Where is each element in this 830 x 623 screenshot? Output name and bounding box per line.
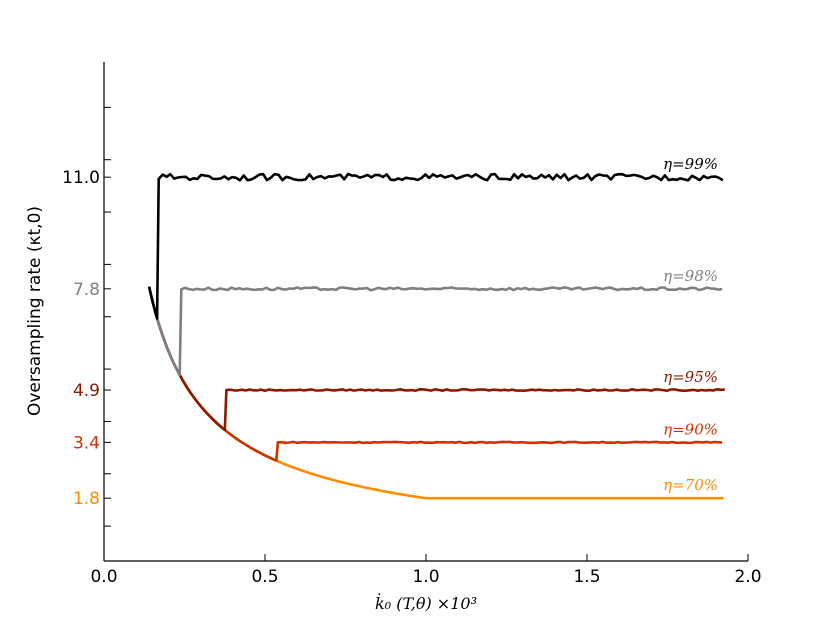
x-ticks: 0.0 0.5 1.0 1.5 2.0 (90, 554, 762, 587)
y-tick-label: 7.8 (73, 280, 100, 300)
y-tick-label: 4.9 (73, 381, 100, 401)
axes (103, 62, 748, 562)
series-line (147, 286, 723, 462)
x-tick-label: 1.5 (573, 567, 600, 587)
x-tick-label: 0.5 (251, 567, 278, 587)
plot-area (147, 172, 725, 500)
series-line (147, 286, 723, 377)
series-line (147, 286, 724, 500)
x-tick-label: 1.0 (412, 567, 439, 587)
y-tick-label: 11.0 (62, 168, 100, 188)
y-tick-label: 1.8 (73, 489, 100, 509)
series-label: η=98% (663, 267, 718, 285)
series-line (147, 172, 724, 320)
x-tick-label: 0.0 (90, 567, 117, 587)
series-labels: η=70% η=90% η=95% η=98% η=99% (663, 155, 718, 494)
series-label: η=90% (663, 420, 718, 438)
series-line (147, 286, 725, 432)
y-ticks: 11.0 7.8 4.9 3.4 1.8 (62, 106, 111, 527)
series-label: η=95% (663, 368, 718, 386)
y-tick-label: 3.4 (73, 433, 100, 453)
x-tick-label: 2.0 (734, 567, 761, 587)
series-label: η=70% (663, 476, 718, 494)
x-axis-title: k̇₀ (T,θ) ×10³ (375, 593, 477, 613)
series-label: η=99% (663, 155, 718, 173)
y-axis-title: Oversampling rate (κt,0) (25, 206, 45, 416)
